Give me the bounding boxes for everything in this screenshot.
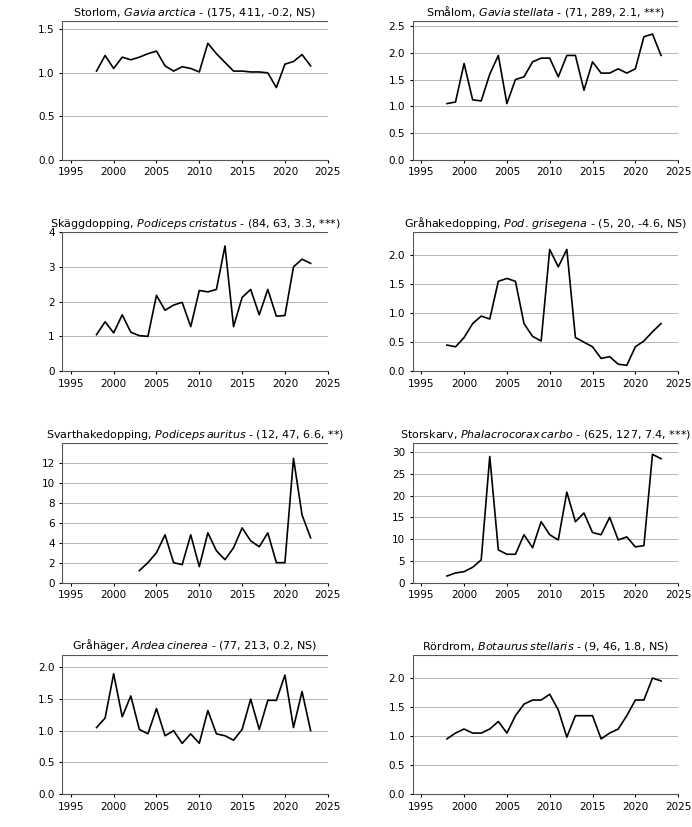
Title: Gråhakedopping, $\it{Pod.\/grisegena}$ - (5, 20, -4.6, NS): Gråhakedopping, $\it{Pod.\/grisegena}$ -… [404, 214, 687, 231]
Title: Skäggdopping, $\it{Podiceps\/cristatus}$ - (84, 63, 3.3, ***): Skäggdopping, $\it{Podiceps\/cristatus}$… [50, 217, 340, 231]
Title: Storskarv, $\it{Phalacrocorax\/carbo}$ - (625, 127, 7.4, ***): Storskarv, $\it{Phalacrocorax\/carbo}$ -… [400, 428, 691, 442]
Title: Gråhäger, $\it{Ardea\/cinerea}$ - (77, 213, 0.2, NS): Gråhäger, $\it{Ardea\/cinerea}$ - (77, 2… [73, 638, 318, 653]
Title: Svarthakedopping, $\it{Podiceps\/auritus}$ - (12, 47, 6.6, **): Svarthakedopping, $\it{Podiceps\/auritus… [46, 428, 344, 442]
Title: Smålom, $\it{Gavia\/stellata}$ - (71, 289, 2.1, ***): Smålom, $\it{Gavia\/stellata}$ - (71, 28… [426, 3, 665, 19]
Title: Rördrom, $\it{Botaurus\/stellaris}$ - (9, 46, 1.8, NS): Rördrom, $\it{Botaurus\/stellaris}$ - (9… [422, 640, 669, 653]
Title: Storlom, $\it{Gavia\/arctica}$ - (175, 411, -0.2, NS): Storlom, $\it{Gavia\/arctica}$ - (175, 4… [73, 6, 317, 19]
